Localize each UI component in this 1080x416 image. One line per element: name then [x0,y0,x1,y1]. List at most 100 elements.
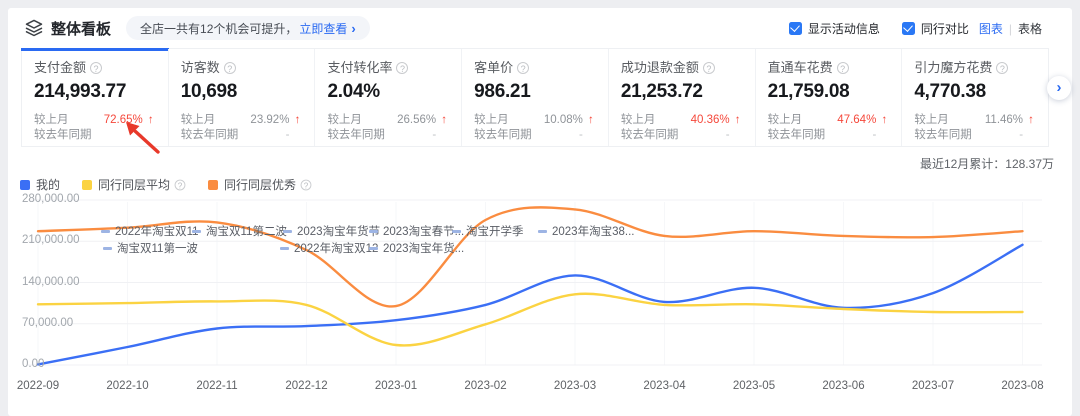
activity-annotation[interactable]: 2023淘宝年货... [369,240,464,256]
mom-label: 较上月 [474,114,509,126]
y-axis-tick: 0.00 [22,358,45,370]
toggle-table-view[interactable]: 表格 [1017,21,1042,36]
annotation-label: 淘宝开学季 [466,226,524,238]
view-toggle: 图表 | 表格 [979,20,1042,37]
mom-label: 较上月 [34,114,69,126]
metric-title: 访客数 [180,60,220,75]
help-icon[interactable] [90,61,103,74]
mom-label: 较上月 [620,114,656,126]
metric-value: 10,698 [180,81,238,102]
annotation-marker-icon [280,246,289,250]
annotation-marker-icon [538,229,547,233]
help-icon [174,179,186,190]
x-axis-tick: 2023-08 [1001,380,1044,392]
annotation-label: 2023淘宝春节... [383,226,465,238]
metric-value: 21,759.08 [767,81,850,102]
yoy-value: - [579,129,583,141]
arrow-up-icon [586,113,596,127]
activity-annotation[interactable]: 淘宝开学季 [452,223,524,239]
mom-value: 26.56% [397,114,437,126]
show-activity-checkbox[interactable]: 显示活动信息 [788,20,880,37]
yoy-value: - [138,129,143,141]
peer-compare-checkbox[interactable]: 同行对比 [901,20,969,37]
metric-value: 4,770.38 [914,81,986,102]
metric-card-6[interactable]: 直通车花费 21,759.08 较上月 47.64% 较去年同期 - [754,49,902,146]
arrow-up-icon [439,113,449,127]
metric-card-1[interactable]: 支付金额 214,993.77 较上月 72.65% 较去年同期 - [21,48,169,146]
header-controls: 显示活动信息 同行对比 图表 | 表格 [788,15,1042,41]
y-axis-tick: 280,000.00 [22,193,80,205]
help-icon[interactable] [223,61,236,74]
metric-title: 支付金额 [34,60,87,75]
help-icon[interactable] [996,61,1009,74]
x-axis-tick: 2023-03 [553,380,597,392]
activity-annotation[interactable]: 2022年淘宝双12 [280,240,378,256]
yoy-label: 较去年同期 [34,129,92,141]
metric-title: 成功退款金额 [620,60,699,75]
legend-item-3[interactable]: 同行同层优秀 [208,176,312,193]
trend-chart[interactable]: 0.00 70,000.00 140,000.00 210,000.00 280,000… [17,193,1048,408]
annotation-label: 淘宝双11第二波 [206,226,287,238]
activity-annotation[interactable]: 2023淘宝春节... [369,223,464,239]
x-axis-tick: 2023-01 [374,380,418,392]
yoy-label: 较去年同期 [474,129,532,141]
chevron-right-icon [351,21,355,36]
mom-label: 较上月 [914,114,949,126]
activity-annotation[interactable]: 2022年淘宝双11 [101,223,199,239]
arrow-up-icon [146,113,156,127]
activity-annotation[interactable]: 淘宝双11第一波 [103,240,198,256]
layers-icon [25,19,43,37]
checkbox-checked-icon [788,21,802,35]
legend-swatch [82,179,93,190]
legend-item-1[interactable]: 我的 [20,176,60,193]
toggle-chart-view[interactable]: 图表 [978,21,1003,36]
view-now-link[interactable]: 立即查看 [299,21,348,36]
mom-value: 72.65% [103,114,143,126]
help-icon[interactable] [517,61,530,74]
series-line-同行同层平均 [36,292,1024,347]
help-icon[interactable] [396,61,409,74]
annotation-marker-icon [452,229,461,233]
toggle-divider: | [1008,21,1012,36]
activity-annotation[interactable]: 2023年淘宝38... [538,223,634,239]
y-axis-tick: 210,000.00 [22,234,80,247]
yoy-label: 较去年同期 [767,129,826,141]
series-line-我的 [36,243,1024,366]
metric-card-5[interactable]: 成功退款金额 21,253.72 较上月 40.36% 较去年同期 - [607,49,755,146]
annotation-label: 淘宝双11第一波 [117,243,198,255]
metric-card-4[interactable]: 客单价 986.21 较上月 10.08% 较去年同期 - [461,49,608,146]
yoy-label: 较去年同期 [327,129,385,141]
legend-item-2[interactable]: 同行同层平均 [82,176,186,193]
annotation-label: 2023年淘宝38... [552,226,635,238]
activity-annotation[interactable]: 淘宝双11第二波 [192,223,287,239]
legend-swatch [20,179,30,190]
page-title: 整体看板 [51,20,112,38]
annotation-label: 2023淘宝年货节 [297,226,381,238]
help-icon[interactable] [836,61,849,74]
mom-value: 11.46% [984,114,1024,126]
metric-card-3[interactable]: 支付转化率 2.04% 较上月 26.56% 较去年同期 - [314,49,461,146]
annotation-marker-icon [192,229,201,233]
metric-title: 直通车花费 [767,60,833,75]
legend-label: 同行同层平均 [98,178,171,192]
metric-title: 引力魔方花费 [914,60,993,75]
x-axis-tick: 2023-07 [911,380,955,392]
yoy-value: - [285,129,290,141]
mom-value: 47.64% [837,114,877,126]
activity-annotation[interactable]: 2023淘宝年货节 [283,223,380,239]
metric-card-2[interactable]: 访客数 10,698 较上月 23.92% 较去年同期 - [167,49,315,146]
x-axis-tick: 2023-05 [732,380,776,392]
chart-legend: 我的 同行同层平均 同行同层优秀 [20,176,334,193]
annotation-marker-icon [369,246,378,250]
cards-next-button[interactable] [1047,76,1071,100]
help-icon[interactable] [702,61,715,74]
yoy-value: - [872,129,877,141]
x-axis-tick: 2023-06 [822,380,865,392]
yoy-value: - [432,129,437,141]
metric-cards: 支付金额 214,993.77 较上月 72.65% 较去年同期 - 访客数 10,698 较上… [21,48,1049,147]
metric-value: 21,253.72 [620,81,703,102]
metric-card-7[interactable]: 引力魔方花费 4,770.38 较上月 11.46% 较去年同期 - [901,49,1048,146]
mom-label: 较上月 [180,114,216,126]
y-axis-tick: 140,000.00 [22,275,80,288]
opportunity-notice: 全店一共有12个机会可提升， 立即查看 [126,16,370,40]
